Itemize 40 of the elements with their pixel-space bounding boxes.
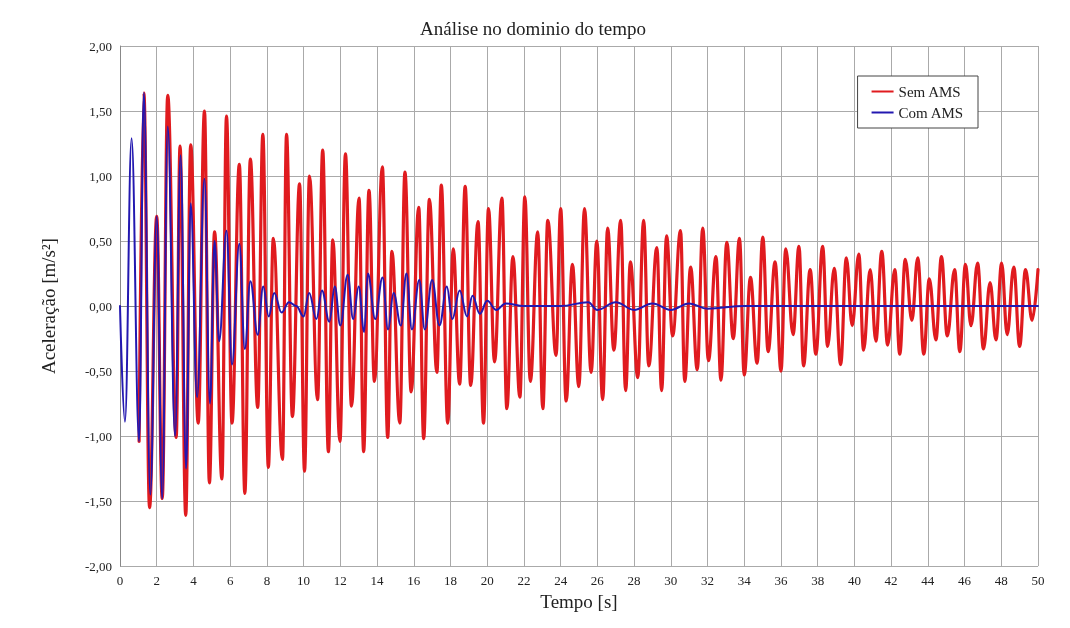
x-tick-label: 42 [884, 573, 898, 589]
y-tick-label: -1,00 [84, 428, 112, 444]
y-tick-label: 2,00 [89, 38, 112, 54]
x-tick-label: 40 [847, 573, 861, 589]
y-tick-label: 1,00 [89, 168, 112, 184]
x-tick-label: 20 [480, 573, 494, 589]
legend-label: Com AMS [898, 104, 964, 121]
x-tick-label: 38 [811, 573, 825, 589]
x-tick-label: 48 [994, 573, 1008, 589]
y-axis-title: Aceleração [m/s²] [38, 238, 59, 375]
x-tick-label: 30 [664, 573, 678, 589]
x-tick-label: 12 [333, 573, 347, 589]
x-tick-label: 34 [737, 573, 752, 589]
x-tick-label: 46 [958, 573, 972, 589]
y-tick-label: 1,50 [89, 103, 112, 119]
x-tick-label: 32 [701, 573, 715, 589]
x-tick-label: 24 [554, 573, 568, 589]
x-tick-label: 16 [407, 573, 421, 589]
x-tick-label: 36 [774, 573, 788, 589]
legend-label: Sem AMS [898, 83, 961, 100]
x-tick-label: 4 [190, 573, 198, 589]
x-tick-label: 50 [1031, 573, 1045, 589]
y-tick-label: 0,00 [89, 298, 112, 314]
y-tick-label: -1,50 [84, 493, 112, 509]
x-tick-label: 8 [263, 573, 271, 589]
x-tick-label: 22 [517, 573, 531, 589]
x-tick-label: 0 [116, 573, 124, 589]
y-tick-label: 0,50 [89, 233, 112, 249]
x-tick-label: 14 [370, 573, 385, 589]
y-tick-label: -0,50 [84, 363, 112, 379]
y-tick-label: -2,00 [84, 558, 112, 574]
x-tick-label: 26 [590, 573, 605, 589]
x-tick-label: 2 [153, 573, 160, 589]
chart-title: Análise no dominio do tempo [420, 18, 646, 39]
x-tick-label: 18 [443, 573, 457, 589]
x-axis-title: Tempo [s] [540, 591, 618, 612]
x-tick-label: 10 [297, 573, 311, 589]
x-tick-label: 28 [627, 573, 641, 589]
x-tick-label: 44 [921, 573, 935, 589]
x-tick-label: 6 [226, 573, 234, 589]
